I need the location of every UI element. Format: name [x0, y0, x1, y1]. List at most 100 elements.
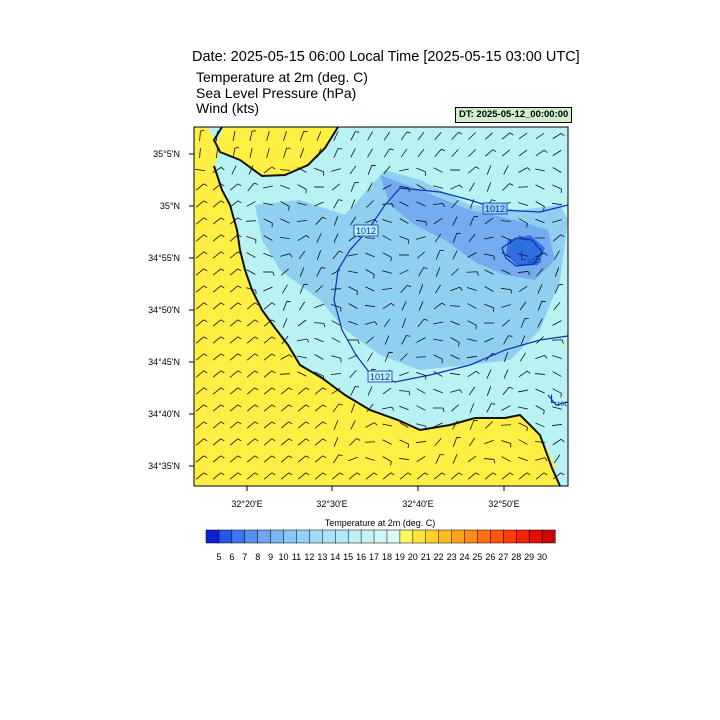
wind-barb — [348, 456, 358, 462]
wind-barb — [484, 132, 494, 140]
wind-barb — [229, 217, 242, 225]
colorbar-tick-label: 28 — [511, 552, 522, 562]
wind-barb — [450, 320, 460, 326]
wind-barb — [212, 353, 225, 361]
wind-barb — [263, 286, 273, 292]
wind-barb — [212, 285, 225, 293]
wind-barb — [229, 438, 242, 446]
wind-barb — [500, 220, 512, 222]
wind-barb — [484, 439, 494, 445]
wind-barb — [347, 339, 360, 344]
wind-barb — [484, 337, 494, 343]
wind-barb — [486, 403, 496, 413]
wind-barb — [232, 147, 239, 158]
colorbar-swatch — [231, 529, 246, 544]
wind-barb — [331, 337, 341, 343]
wind-barb — [382, 439, 392, 445]
wind-barb — [552, 234, 565, 242]
wind-barb — [246, 455, 259, 463]
wind-barb — [484, 236, 494, 240]
wind-barb — [433, 321, 443, 325]
lat-label: 34°45'N — [148, 357, 180, 367]
wind-barb — [249, 130, 257, 141]
wind-barb — [501, 405, 511, 411]
wind-barb — [518, 253, 528, 257]
wind-barb — [283, 147, 291, 158]
temperature-colorbar — [205, 529, 556, 544]
wind-barb — [552, 355, 562, 359]
wind-barb — [314, 303, 324, 309]
colorbar-tick-label: 12 — [304, 552, 315, 562]
wind-barb — [280, 253, 293, 258]
wind-barb — [400, 148, 408, 158]
wind-barb — [484, 286, 494, 292]
colorbar-swatch — [503, 529, 517, 544]
wind-barb — [452, 436, 461, 447]
wind-barb — [518, 406, 528, 410]
wind-barb — [383, 131, 391, 141]
wind-barb — [195, 455, 208, 463]
wind-barb — [552, 472, 565, 480]
wind-barb — [398, 390, 411, 396]
isobar-label: 1012 — [367, 370, 393, 383]
wind-barb — [314, 387, 327, 395]
wind-barb — [432, 202, 446, 208]
wind-barb — [280, 218, 290, 224]
wind-barb — [331, 355, 342, 363]
wind-barb — [263, 218, 273, 228]
wind-barb — [263, 472, 276, 480]
wind-barb — [552, 371, 562, 377]
wind-barb — [520, 317, 529, 328]
colorbar-swatch — [451, 529, 466, 544]
wind-barb — [195, 421, 208, 429]
wind-barb — [435, 267, 441, 277]
colorbar-tick-label: 13 — [317, 552, 328, 562]
wind-barb — [468, 149, 476, 157]
map-title: Date: 2025-05-15 06:00 Local Time [2025-… — [192, 49, 580, 65]
wind-barb — [384, 335, 390, 345]
wind-barb — [280, 404, 293, 412]
wind-barb — [333, 148, 343, 158]
wind-barb — [365, 457, 375, 461]
wind-barb — [466, 271, 479, 276]
wind-barb — [314, 472, 327, 480]
wind-barb — [484, 472, 497, 480]
wind-barb — [229, 387, 242, 395]
wind-barb — [399, 235, 410, 244]
wind-barb — [246, 287, 257, 295]
low-pressure-value: 101 — [557, 402, 568, 408]
wind-barb — [518, 132, 528, 140]
wind-barb — [263, 202, 273, 206]
wind-barb — [535, 201, 545, 211]
colorbar-swatch — [464, 529, 478, 544]
wind-barb — [314, 337, 324, 343]
wind-barb — [518, 439, 528, 445]
lat-label: 34°35'N — [148, 461, 180, 471]
wind-barb — [535, 168, 545, 172]
wind-barb — [297, 421, 310, 429]
wind-barb — [263, 252, 273, 258]
wind-barb — [399, 422, 409, 428]
wind-barb — [367, 148, 373, 158]
wind-barb — [212, 438, 225, 446]
wind-barb — [418, 301, 424, 311]
wind-barb — [231, 165, 237, 175]
wind-barb — [212, 251, 225, 259]
wind-barb — [365, 252, 375, 258]
wind-barb — [263, 185, 273, 189]
wind-barb — [229, 336, 242, 344]
wind-barb — [229, 353, 242, 361]
wind-barb — [450, 472, 463, 480]
wind-barb — [246, 438, 259, 446]
wind-barb — [331, 320, 341, 326]
wind-barb — [366, 200, 374, 208]
wind-barb — [212, 387, 225, 395]
wind-barb — [467, 166, 480, 174]
wind-barb — [399, 269, 409, 275]
wind-barb — [537, 284, 543, 294]
wind-barb — [518, 202, 528, 206]
wind-barb — [535, 132, 545, 140]
wind-barb — [468, 437, 476, 447]
wind-barb — [365, 472, 378, 480]
wind-barb — [215, 130, 219, 142]
